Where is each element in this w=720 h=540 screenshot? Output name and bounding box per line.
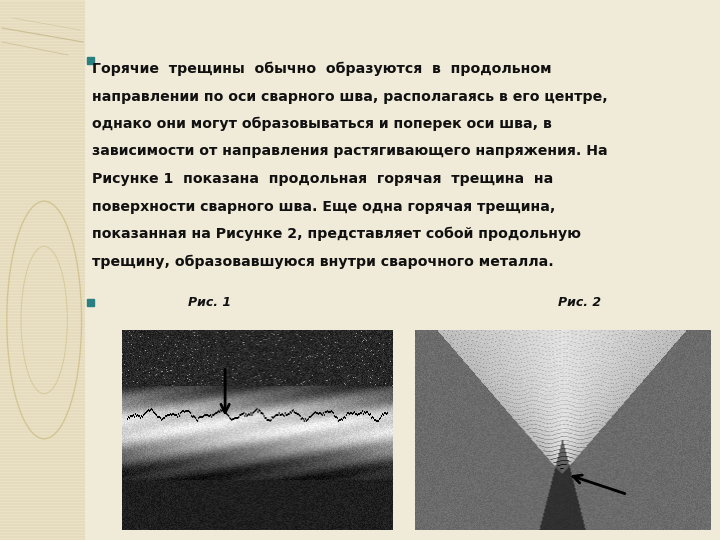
Bar: [87, 57, 94, 64]
Text: трещину, образовавшуюся внутри сварочного металла.: трещину, образовавшуюся внутри сварочног…: [92, 254, 554, 269]
Bar: [87, 299, 94, 306]
Bar: [0, 0, 85, 540]
Text: зависимости от направления растягивающего напряжения. На: зависимости от направления растягивающег…: [92, 145, 608, 159]
Text: однако они могут образовываться и поперек оси шва, в: однако они могут образовываться и попере…: [92, 117, 552, 131]
Text: поверхности сварного шва. Еще одна горячая трещина,: поверхности сварного шва. Еще одна горяч…: [92, 199, 556, 213]
Text: Рисунке 1  показана  продольная  горячая  трещина  на: Рисунке 1 показана продольная горячая тр…: [92, 172, 554, 186]
Text: Горячие  трещины  обычно  образуются  в  продольном: Горячие трещины обычно образуются в прод…: [92, 62, 552, 76]
Text: Рис. 1: Рис. 1: [189, 295, 232, 308]
Text: показанная на Рисунке 2, представляет собой продольную: показанная на Рисунке 2, представляет со…: [92, 227, 581, 241]
Text: Рис. 2: Рис. 2: [559, 295, 602, 308]
Text: направлении по оси сварного шва, располагаясь в его центре,: направлении по оси сварного шва, распола…: [92, 90, 608, 104]
